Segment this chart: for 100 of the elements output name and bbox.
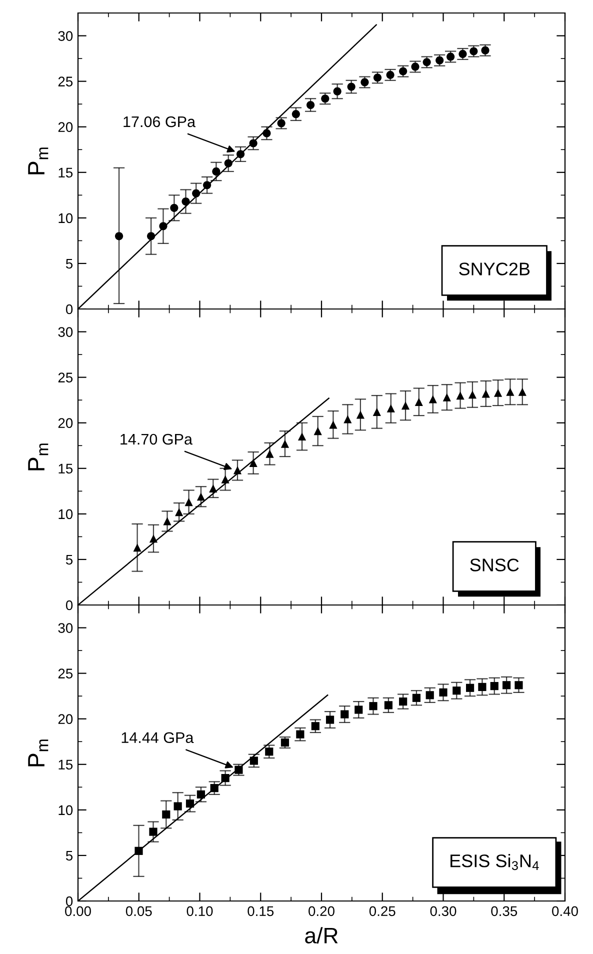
point — [133, 544, 142, 552]
y-tick-label: 20 — [58, 122, 73, 132]
x-tick-label: 0.00 — [65, 906, 91, 916]
x-tick-label: 0.25 — [369, 906, 396, 916]
annotation: 14.44 GPa — [122, 732, 194, 744]
x-tick-label: 0.20 — [308, 906, 334, 916]
point — [249, 139, 258, 148]
y-tick-label: 0 — [66, 600, 73, 610]
point — [340, 710, 349, 718]
point — [186, 800, 194, 808]
point — [466, 684, 474, 692]
point — [490, 682, 498, 690]
point — [306, 100, 315, 110]
point — [439, 688, 448, 696]
point — [386, 404, 395, 412]
point — [162, 810, 170, 819]
y-tick-label: 10 — [58, 213, 73, 224]
point — [159, 222, 168, 230]
point — [249, 458, 258, 467]
annotation: 17.06 GPa — [124, 116, 196, 128]
y-tick-label: 5 — [66, 258, 73, 269]
y-tick-label: 10 — [58, 805, 73, 816]
x-tick-label: 0.10 — [186, 906, 213, 916]
point — [354, 706, 363, 714]
y-tick-label: 20 — [58, 418, 73, 428]
point — [149, 828, 158, 836]
point — [426, 691, 434, 700]
point — [452, 686, 461, 695]
point — [170, 204, 178, 212]
point — [233, 466, 242, 474]
y-tick-label: 15 — [58, 168, 73, 178]
x-axis-title: a/R — [305, 927, 338, 944]
point — [414, 398, 423, 406]
point — [212, 167, 220, 176]
point — [311, 722, 320, 730]
point — [224, 159, 232, 168]
y-tick-label: 30 — [58, 623, 73, 633]
point — [344, 415, 352, 424]
point — [442, 393, 451, 402]
point — [329, 420, 338, 429]
point — [326, 716, 334, 724]
point — [292, 110, 300, 118]
y-axis-title: P$_{m}$ — [28, 148, 48, 174]
point — [221, 774, 230, 782]
point — [149, 534, 158, 543]
x-tick-label: 0.30 — [430, 906, 456, 916]
point — [221, 475, 230, 484]
point — [196, 492, 206, 501]
point — [163, 517, 172, 526]
point — [184, 498, 193, 506]
point — [250, 756, 258, 765]
point — [262, 129, 271, 138]
point — [182, 197, 190, 206]
point — [265, 748, 274, 756]
x-tick-label: 0.05 — [126, 906, 152, 916]
y-tick-label: 10 — [58, 509, 73, 520]
point — [196, 790, 206, 798]
x-tick-label: 0.35 — [491, 906, 518, 916]
y-tick-label: 15 — [58, 760, 73, 770]
point — [134, 846, 143, 855]
point — [280, 440, 290, 448]
y-axis-title: P$_{m}$ — [28, 444, 48, 470]
point — [399, 697, 408, 706]
annotation: ESIS Si$_{3}$N$_{4}$ — [450, 854, 539, 870]
y-tick-label: 20 — [58, 714, 73, 724]
point — [502, 681, 511, 690]
y-axis-title: P$_{m}$ — [28, 740, 48, 766]
point — [494, 388, 502, 397]
x-tick-label: 0.15 — [248, 906, 274, 916]
point — [369, 702, 378, 710]
point — [456, 391, 464, 400]
y-tick-label: 25 — [58, 668, 73, 678]
point — [478, 682, 486, 692]
annotation: 14.70 GPa — [120, 434, 192, 445]
point — [384, 701, 393, 710]
annotation: SNYC2B — [459, 262, 530, 276]
point — [412, 694, 421, 702]
point — [114, 232, 124, 240]
point — [506, 388, 514, 396]
y-tick-label: 25 — [58, 372, 73, 382]
y-tick-label: 5 — [66, 850, 73, 861]
point — [147, 232, 156, 240]
point — [314, 426, 322, 436]
point — [468, 390, 477, 399]
annotation: SNSC — [470, 558, 519, 572]
y-tick-label: 0 — [66, 896, 73, 906]
point — [236, 150, 245, 158]
point — [482, 390, 490, 398]
point — [401, 401, 410, 410]
point — [266, 450, 274, 458]
point — [174, 802, 182, 810]
point — [209, 484, 218, 492]
y-tick-label: 30 — [58, 327, 73, 337]
y-tick-label: 5 — [66, 554, 73, 565]
point — [399, 67, 408, 76]
point — [372, 408, 381, 416]
point — [203, 181, 212, 190]
point — [296, 730, 304, 738]
point — [298, 432, 306, 441]
x-tick-label: 0.40 — [552, 906, 578, 916]
